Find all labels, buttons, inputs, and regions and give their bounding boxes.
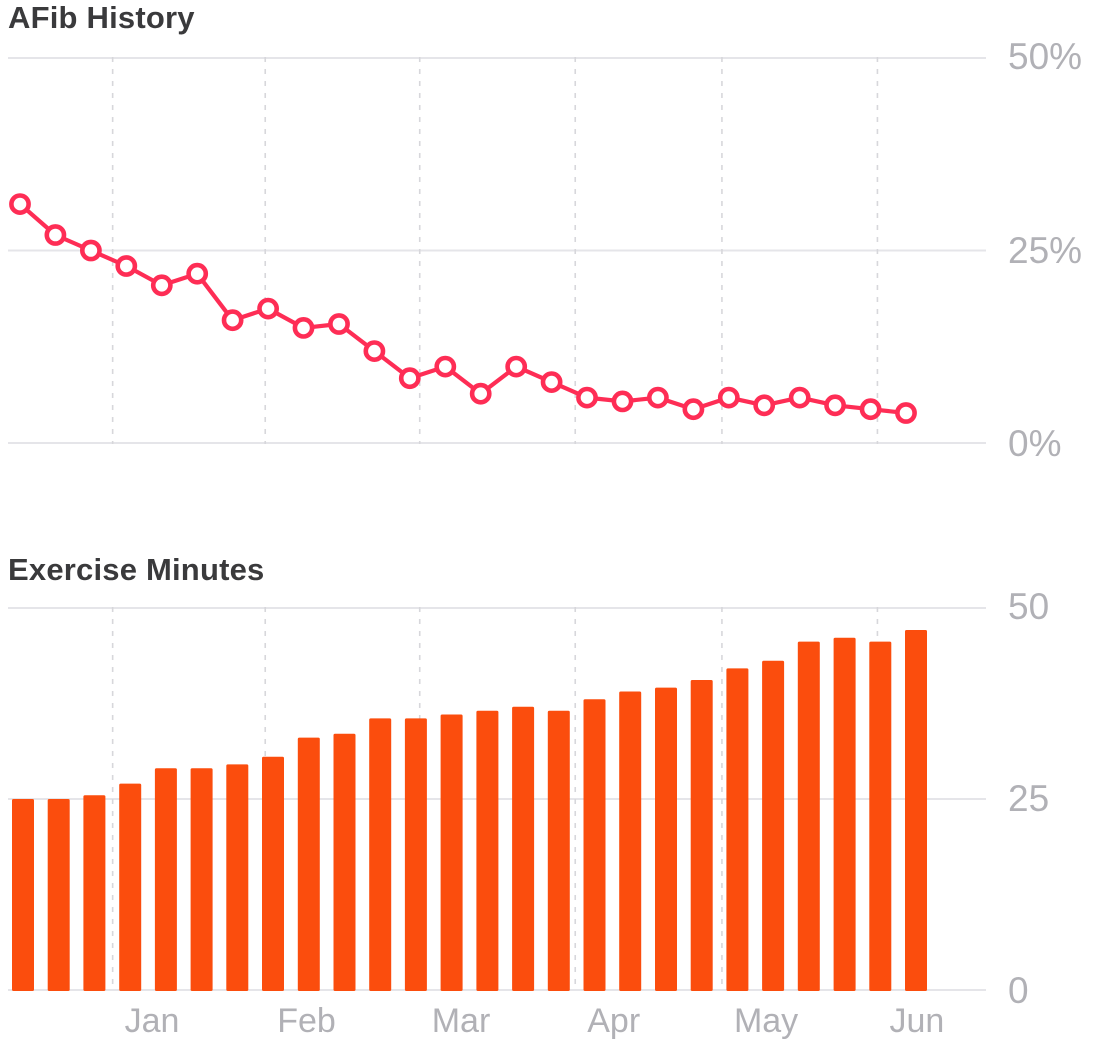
y-tick-label: 0 [1008,970,1029,1011]
afib-y-axis: 50% 25% 0% [1008,36,1100,464]
y-tick-label: 50% [1008,36,1083,77]
x-tick-label-jan: Jan [124,1002,180,1040]
exercise-y-axis: 50 25 0 [1008,586,1100,1011]
x-tick-label-apr: Apr [587,1002,641,1040]
y-tick-label: 25% [1008,229,1083,271]
x-tick-label-mar: Mar [431,1002,491,1040]
y-tick-label: 50 [1008,586,1050,627]
y-tick-label: 25 [1008,778,1050,819]
afib-history-title: AFib History [8,0,195,35]
afib-history-line-chart[interactable] [8,57,986,444]
exercise-minutes-title: Exercise Minutes [8,552,265,587]
x-tick-label-jun: Jun [889,1002,945,1040]
month-axis: Jan Feb Mar Apr May Jun [8,1002,986,1050]
x-tick-label-feb: Feb [277,1002,336,1040]
y-tick-label: 0% [1008,423,1062,464]
x-tick-label-may: May [733,1002,799,1040]
exercise-minutes-bar-chart[interactable] [8,607,986,991]
